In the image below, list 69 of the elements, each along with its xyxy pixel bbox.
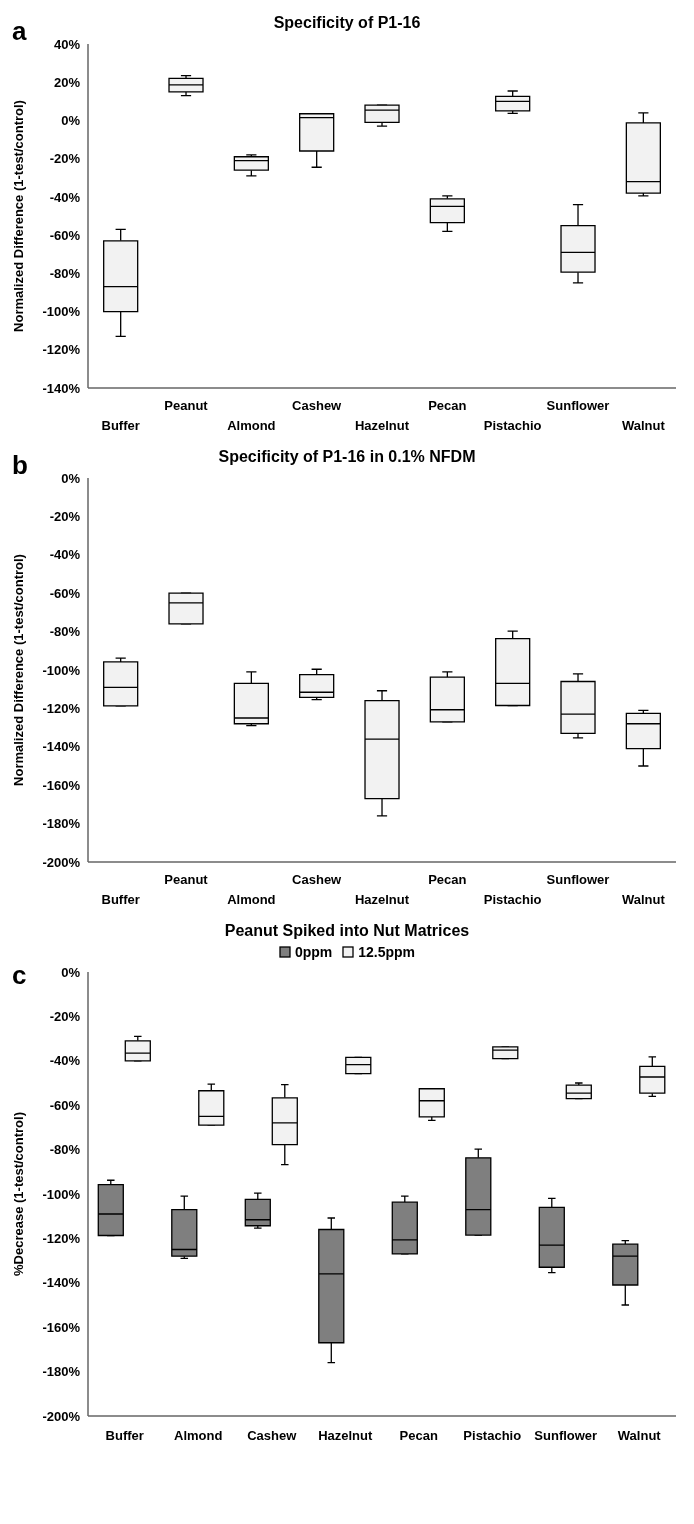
legend-label: 0ppm — [294, 944, 333, 960]
y-tick-label: -100% — [42, 662, 81, 678]
y-axis-title: Normalized Difference (1-test/control) — [10, 554, 26, 786]
x-tick-label: Almond — [227, 418, 276, 433]
x-tick-label: Almond — [174, 1428, 223, 1443]
x-tick-label: Hazelnut — [354, 418, 410, 433]
chart-title: Specificity of P1-16 in 0.1% NFDM — [218, 448, 476, 465]
legend-label: 12.5ppm — [358, 944, 416, 960]
y-tick-label: -160% — [42, 777, 81, 793]
y-tick-label: -80% — [49, 1142, 81, 1158]
x-tick-label: Walnut — [621, 418, 666, 433]
y-tick-label: -140% — [42, 1275, 81, 1291]
y-tick-label: -20% — [49, 1009, 81, 1025]
y-tick-label: -40% — [49, 1053, 81, 1069]
y-tick-label: -140% — [42, 739, 81, 755]
y-tick-label: -160% — [42, 1319, 81, 1335]
x-tick-label: Sunflower — [534, 1428, 598, 1443]
y-tick-label: 0% — [61, 113, 81, 129]
y-tick-label: -120% — [42, 701, 81, 717]
text: a — [12, 16, 27, 47]
y-tick-label: -200% — [42, 854, 81, 870]
text: b — [12, 450, 28, 481]
x-tick-label: Pistachio — [463, 1428, 522, 1443]
y-tick-label: -120% — [42, 342, 81, 358]
y-tick-label: -100% — [42, 304, 81, 320]
x-tick-label: Pecan — [428, 398, 467, 413]
y-tick-label: -40% — [49, 189, 81, 205]
y-tick-label: -120% — [42, 1231, 81, 1247]
y-tick-label: -60% — [49, 1097, 81, 1113]
x-tick-label: Hazelnut — [354, 892, 410, 907]
x-tick-label: Cashew — [292, 398, 343, 413]
y-tick-label: 40% — [53, 36, 81, 52]
y-axis-title: Normalized Difference (1-test/control) — [10, 100, 26, 332]
y-tick-label: -20% — [49, 509, 81, 525]
x-tick-label: Cashew — [292, 872, 343, 887]
y-tick-label: 0% — [61, 470, 81, 486]
x-tick-label: Cashew — [247, 1428, 298, 1443]
y-tick-label: -80% — [49, 265, 81, 281]
y-tick-label: -80% — [49, 624, 81, 640]
x-tick-label: Pistachio — [483, 892, 542, 907]
x-tick-label: Buffer — [101, 892, 140, 907]
y-tick-label: -180% — [42, 1364, 81, 1380]
y-tick-label: 20% — [53, 74, 81, 90]
x-tick-label: Peanut — [164, 872, 209, 887]
y-tick-label: -60% — [49, 585, 81, 601]
y-tick-label: 0% — [61, 964, 81, 980]
text: c — [12, 960, 27, 991]
y-tick-label: -40% — [49, 547, 81, 563]
y-tick-label: -20% — [49, 151, 81, 167]
x-tick-label: Hazelnut — [318, 1428, 374, 1443]
x-tick-label: Pecan — [428, 872, 467, 887]
y-tick-label: -200% — [42, 1408, 81, 1424]
x-tick-label: Almond — [227, 892, 276, 907]
x-tick-label: Buffer — [101, 418, 140, 433]
chart-title: Specificity of P1-16 — [273, 14, 421, 31]
y-tick-label: -100% — [42, 1186, 81, 1202]
x-tick-label: Pistachio — [483, 418, 542, 433]
x-tick-label: Walnut — [617, 1428, 662, 1443]
y-tick-label: -140% — [42, 380, 81, 396]
chart-title: Peanut Spiked into Nut Matrices — [223, 921, 471, 940]
x-tick-label: Pecan — [399, 1428, 438, 1443]
x-tick-label: Buffer — [105, 1428, 144, 1443]
x-tick-label: Sunflower — [546, 398, 610, 413]
y-tick-label: -180% — [42, 816, 81, 832]
x-tick-label: Peanut — [164, 398, 209, 413]
x-tick-label: Sunflower — [546, 872, 610, 887]
x-tick-label: Walnut — [621, 892, 666, 907]
y-tick-label: -60% — [49, 227, 81, 243]
y-axis-title: %Decrease (1-test/control) — [10, 1112, 26, 1276]
